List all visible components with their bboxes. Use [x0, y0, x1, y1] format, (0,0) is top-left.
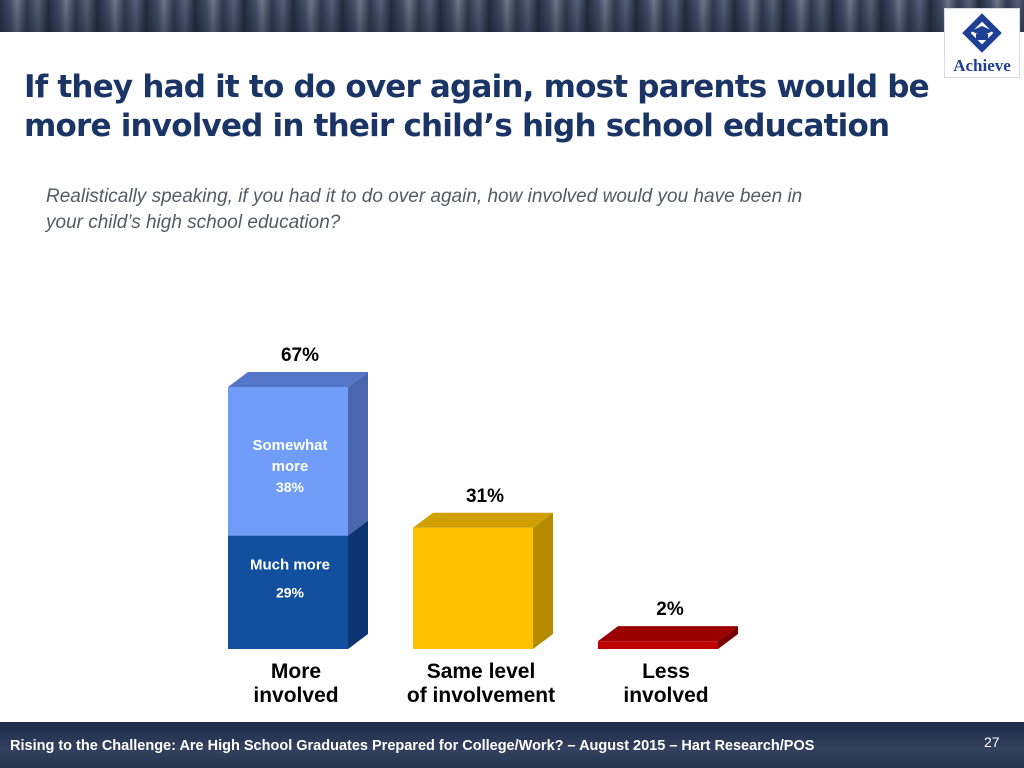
category-label: involved — [253, 684, 338, 707]
graduation-cap-logo-icon — [962, 13, 1002, 53]
bar-top — [413, 512, 553, 528]
bar-side — [718, 626, 738, 649]
segment-value-label: 38% — [276, 479, 305, 495]
slide-title: If they had it to do over again, most pa… — [24, 68, 934, 146]
achieve-logo: Achieve — [944, 8, 1020, 78]
segment-label: Somewhat — [252, 437, 327, 454]
segment-label: more — [272, 458, 309, 475]
category-label: Less — [642, 660, 690, 683]
bar-side — [533, 512, 553, 649]
footer-text: Rising to the Challenge: Are High School… — [10, 738, 815, 754]
bar-segment — [228, 387, 348, 536]
bar-top — [598, 626, 738, 642]
bar-total-label: 31% — [466, 486, 504, 507]
footer-bar: Rising to the Challenge: Are High School… — [0, 722, 1024, 768]
bar-total-label: 2% — [656, 599, 684, 620]
category-label: Same level — [427, 660, 536, 683]
category-label: involved — [623, 684, 708, 707]
bar-total-label: 67% — [281, 345, 319, 366]
segment-value-label: 29% — [276, 585, 305, 601]
bar-top — [228, 372, 368, 387]
category-label: More — [271, 660, 321, 683]
segment-label: Much more — [250, 557, 330, 574]
bar-segment — [598, 641, 718, 649]
survey-question: Realistically speaking, if you had it to… — [46, 184, 976, 236]
title-line: more involved in their child’s high scho… — [24, 108, 890, 144]
banner-shade — [0, 0, 1024, 32]
question-line: your child’s high school education? — [46, 212, 341, 233]
bar-segment — [413, 527, 533, 649]
question-line: Realistically speaking, if you had it to… — [46, 186, 803, 207]
header-photo-banner — [0, 0, 1024, 32]
bar-side — [348, 520, 368, 649]
stacked-bar-chart: Much more29%Somewhatmore38%67%Moreinvolv… — [228, 345, 738, 707]
bar-segment — [228, 535, 348, 649]
bar-side — [348, 372, 368, 536]
title-line: If they had it to do over again, most pa… — [24, 69, 930, 105]
category-label: of involvement — [407, 684, 555, 707]
logo-text: Achieve — [953, 56, 1011, 75]
page-number: 27 — [984, 734, 1000, 750]
